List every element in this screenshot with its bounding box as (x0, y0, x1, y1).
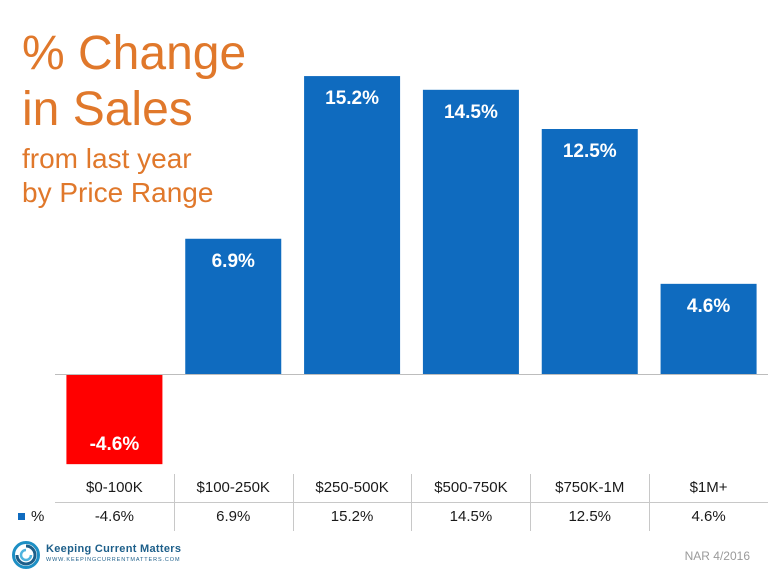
bar-2 (185, 238, 282, 374)
table-value-6: 4.6% (691, 508, 726, 525)
value-row: % -4.6% 6.9% 15.2% 14.5% 12.5% 4.6% (0, 503, 768, 531)
bar-6 (660, 283, 757, 374)
bar-3 (304, 76, 401, 374)
legend-swatch (18, 512, 25, 520)
table-value-5: 12.5% (530, 503, 651, 531)
source-note: NAR 4/2016 (684, 549, 750, 563)
table-value-2: 6.9% (174, 503, 294, 531)
data-table: $0-100K $100-250K $250-500K $500-750K $750K-… (0, 474, 768, 536)
spiral-logo-icon (12, 541, 40, 569)
bar-label-1: -4.6% (90, 434, 140, 455)
bar-5 (541, 129, 638, 374)
bar-1 (66, 374, 163, 465)
bar-label-6: 4.6% (687, 296, 730, 317)
category-label-3: $250-500K (293, 474, 413, 502)
table-value-4: 14.5% (412, 503, 532, 531)
title-line-1: % Change (22, 27, 247, 80)
table-value-3: 15.2% (293, 503, 413, 531)
bar-chart: -4.6% 6.9% 15.2% 14.5% 12.5% 4.6% (55, 76, 768, 465)
legend-label: % (31, 508, 45, 525)
table-divider (55, 502, 768, 503)
bar-label-2: 6.9% (212, 251, 255, 272)
bar-label-5: 12.5% (563, 141, 617, 162)
table-value-1: -4.6% (55, 503, 175, 531)
category-label-4: $500-750K (412, 474, 532, 502)
category-label-5: $750K-1M (530, 474, 651, 502)
category-row: $0-100K $100-250K $250-500K $500-750K $750K-… (0, 474, 768, 502)
category-label-1: $0-100K (55, 474, 175, 502)
legend-entry: % (18, 503, 44, 531)
bar-label-3: 15.2% (325, 88, 379, 109)
title-line-2: in Sales (22, 83, 193, 136)
bar-4 (422, 89, 519, 375)
category-label-2: $100-250K (174, 474, 294, 502)
logo-url: WWW.KEEPINGCURRENTMATTERS.COM (46, 557, 181, 563)
bar-label-4: 14.5% (444, 102, 498, 123)
chart-title: % Change in Sales from last year by Pric… (22, 26, 246, 210)
subtitle-line-1: from last year (22, 143, 192, 174)
logo-name: Keeping Current Matters (46, 543, 182, 555)
subtitle-line-2: by Price Range (22, 177, 214, 208)
category-label-6: $1M+ (689, 479, 728, 496)
